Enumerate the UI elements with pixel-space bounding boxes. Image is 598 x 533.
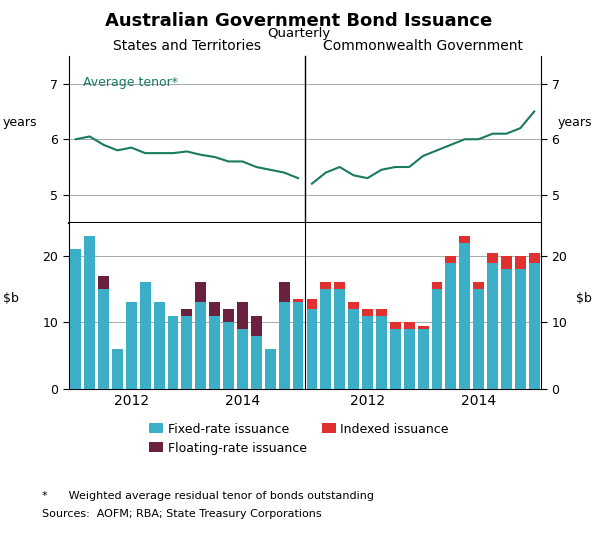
Bar — [84, 236, 95, 389]
Bar — [251, 316, 262, 336]
Bar — [223, 322, 234, 389]
Bar — [181, 309, 193, 316]
Bar — [98, 276, 109, 289]
Bar — [292, 299, 303, 303]
Bar — [501, 269, 512, 389]
Bar — [348, 303, 359, 309]
Bar — [404, 322, 414, 329]
Bar — [515, 256, 526, 269]
Bar — [237, 329, 248, 389]
Bar — [167, 316, 178, 389]
Bar — [196, 282, 206, 303]
Bar — [432, 289, 443, 389]
Bar — [237, 303, 248, 329]
Title: Commonwealth Government: Commonwealth Government — [323, 39, 523, 53]
Bar — [362, 309, 373, 316]
Text: Australian Government Bond Issuance: Australian Government Bond Issuance — [105, 12, 493, 30]
Bar — [362, 316, 373, 389]
Bar — [98, 289, 109, 389]
Text: years: years — [3, 116, 38, 129]
Bar — [279, 303, 289, 389]
Bar — [459, 236, 470, 243]
Bar — [223, 309, 234, 322]
Text: Sources:  AOFM; RBA; State Treasury Corporations: Sources: AOFM; RBA; State Treasury Corpo… — [42, 509, 322, 519]
Bar — [321, 289, 331, 389]
Bar — [348, 309, 359, 389]
Bar — [307, 309, 318, 389]
Bar — [196, 303, 206, 389]
Bar — [126, 303, 137, 389]
Bar — [251, 336, 262, 389]
Text: $b: $b — [3, 292, 19, 305]
Bar — [432, 282, 443, 289]
Text: *      Weighted average residual tenor of bonds outstanding: * Weighted average residual tenor of bon… — [42, 491, 374, 502]
Bar — [209, 302, 220, 316]
Bar — [181, 316, 193, 389]
Legend: Fixed-rate issuance, Floating-rate issuance, Indexed issuance: Fixed-rate issuance, Floating-rate issua… — [149, 423, 449, 455]
Bar — [71, 249, 81, 389]
Bar — [501, 256, 512, 269]
Title: States and Territories: States and Territories — [113, 39, 261, 53]
Text: $b: $b — [576, 292, 592, 305]
Bar — [446, 262, 456, 389]
Text: Average tenor*: Average tenor* — [83, 76, 178, 89]
Bar — [376, 316, 387, 389]
Bar — [459, 243, 470, 389]
Bar — [417, 329, 429, 389]
Text: years: years — [557, 116, 592, 129]
Bar — [473, 282, 484, 289]
Bar — [334, 282, 345, 289]
Bar — [529, 253, 539, 262]
Bar — [307, 299, 318, 309]
Bar — [529, 262, 539, 389]
Bar — [404, 329, 414, 389]
Bar — [417, 326, 429, 329]
Bar — [390, 322, 401, 329]
Bar — [279, 282, 289, 303]
Bar — [446, 256, 456, 262]
Bar — [473, 289, 484, 389]
Bar — [376, 309, 387, 316]
Bar — [265, 349, 276, 389]
Bar — [487, 262, 498, 389]
Bar — [140, 282, 151, 389]
Bar — [390, 329, 401, 389]
Bar — [334, 289, 345, 389]
Bar — [112, 349, 123, 389]
Bar — [321, 282, 331, 289]
Bar — [209, 316, 220, 389]
Bar — [292, 303, 303, 389]
Bar — [515, 269, 526, 389]
Bar — [487, 253, 498, 262]
Text: Quarterly: Quarterly — [267, 27, 331, 39]
Bar — [154, 303, 164, 389]
